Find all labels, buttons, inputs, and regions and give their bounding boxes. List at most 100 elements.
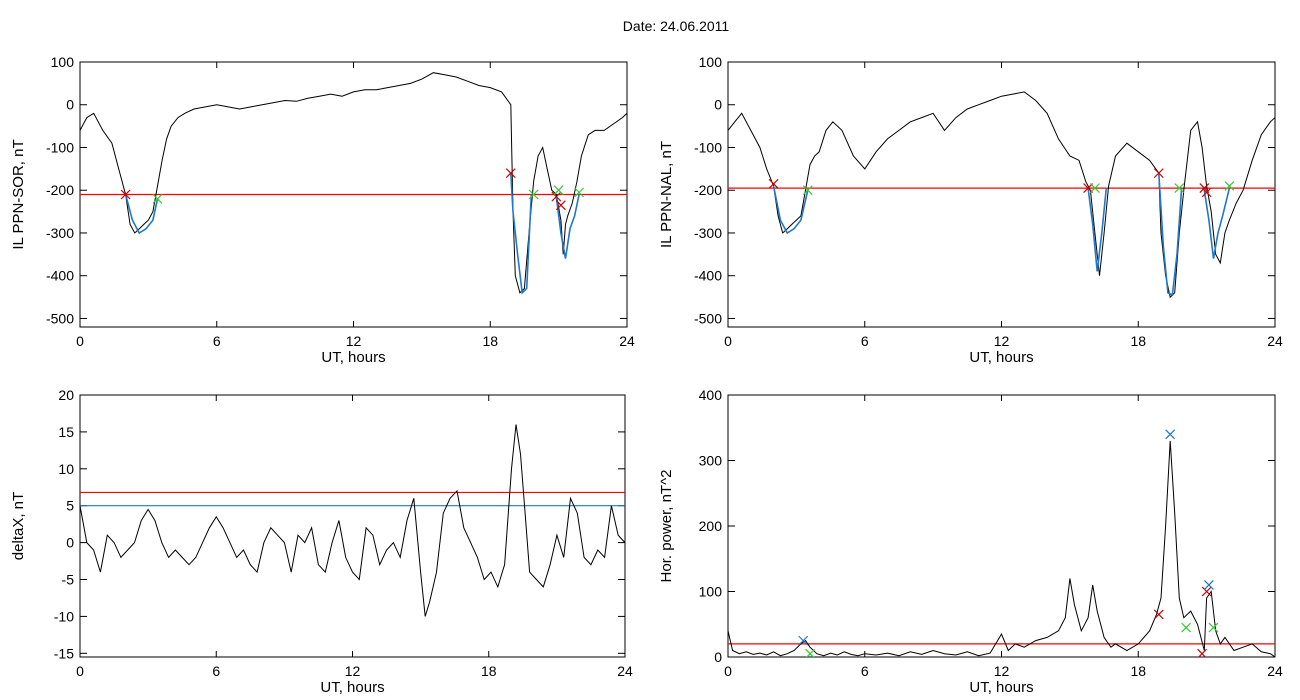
x-marker bbox=[505, 168, 516, 179]
x-tick-label: 0 bbox=[724, 663, 732, 679]
x-marker bbox=[152, 193, 163, 204]
x-axis-label: UT, hours bbox=[321, 349, 385, 366]
x-marker bbox=[574, 187, 585, 198]
x-marker bbox=[528, 189, 539, 200]
x-tick-label: 12 bbox=[346, 333, 362, 349]
y-tick-label: 0 bbox=[66, 535, 74, 551]
y-tick-label: -15 bbox=[54, 645, 74, 661]
y-tick-label: -100 bbox=[694, 139, 722, 155]
figure-title: Date: 24.06.2011 bbox=[622, 18, 730, 34]
series-line bbox=[80, 72, 627, 294]
x-marker bbox=[1153, 609, 1164, 620]
highlight-segment bbox=[510, 173, 533, 295]
y-tick-label: -400 bbox=[694, 268, 722, 284]
y-axis-label: Hor. power, nT^2 bbox=[658, 470, 675, 583]
y-tick-label: -400 bbox=[46, 268, 74, 284]
x-marker bbox=[798, 635, 809, 646]
x-tick-label: 12 bbox=[994, 663, 1010, 679]
x-marker bbox=[1224, 181, 1235, 191]
x-marker bbox=[120, 189, 131, 200]
chart-deltax: 0 6 12 18 24 20 15 10 5 0 -5 -10 -15 UT, hours deltaX,… bbox=[10, 387, 633, 696]
x-marker bbox=[1201, 586, 1212, 597]
plot-area bbox=[80, 424, 625, 617]
highlight-segment bbox=[772, 185, 809, 235]
x-marker bbox=[1203, 580, 1214, 590]
x-marker bbox=[768, 178, 779, 189]
x-marker bbox=[1090, 183, 1100, 194]
y-tick-label: 0 bbox=[714, 97, 722, 113]
highlight-segment bbox=[1087, 187, 1108, 272]
x-marker bbox=[1208, 622, 1219, 633]
x-tick-label: 6 bbox=[861, 333, 869, 349]
x-marker bbox=[1174, 183, 1185, 194]
x-marker bbox=[1197, 648, 1207, 657]
x-tick-label: 0 bbox=[76, 663, 84, 679]
x-axis-label: UT, hours bbox=[969, 349, 1033, 366]
y-tick-label: -5 bbox=[62, 572, 75, 588]
x-tick-label: 12 bbox=[994, 333, 1010, 349]
y-axis-label: IL PPN-NAL, nT bbox=[658, 141, 675, 248]
plot-area bbox=[728, 91, 1275, 299]
x-tick-label: 24 bbox=[1267, 333, 1283, 349]
y-tick-label: 400 bbox=[699, 387, 723, 403]
x-marker bbox=[805, 648, 815, 657]
plot-area bbox=[728, 429, 1275, 657]
y-tick-label: 10 bbox=[58, 461, 74, 477]
y-tick-label: 0 bbox=[714, 649, 722, 665]
x-tick-label: 18 bbox=[481, 663, 497, 679]
x-axis-label: UT, hours bbox=[969, 679, 1033, 696]
y-tick-label: 200 bbox=[699, 518, 723, 534]
chart-il-ppn-sor: 0 6 12 18 24 100 0 -100 -200 -300 -400 -500 UT, hour… bbox=[10, 54, 635, 366]
plot-frame bbox=[727, 61, 1276, 328]
x-marker bbox=[1153, 168, 1164, 179]
x-marker bbox=[1201, 187, 1212, 198]
series-line bbox=[80, 424, 625, 617]
y-tick-label: -500 bbox=[46, 310, 74, 326]
chart-hor-power: 0 6 12 18 24 400 300 200 100 0 UT, hours Hor. power… bbox=[658, 387, 1283, 696]
y-axis-label: IL PPN-SOR, nT bbox=[10, 139, 27, 249]
y-tick-label: 5 bbox=[66, 498, 74, 514]
x-axis-label: UT, hours bbox=[320, 679, 384, 696]
x-marker bbox=[802, 185, 813, 196]
plot-frame bbox=[79, 394, 626, 658]
y-tick-label: -300 bbox=[694, 225, 722, 241]
x-tick-label: 6 bbox=[861, 663, 869, 679]
x-tick-label: 0 bbox=[724, 333, 732, 349]
x-tick-label: 24 bbox=[1267, 663, 1283, 679]
highlight-segment bbox=[1203, 187, 1231, 259]
chart-il-ppn-nal: 0 6 12 18 24 100 0 -100 -200 -300 -400 -500 UT, hour… bbox=[658, 54, 1283, 366]
x-marker bbox=[553, 185, 564, 196]
y-tick-label: -200 bbox=[694, 182, 722, 198]
y-tick-label: -100 bbox=[46, 139, 74, 155]
plot-area bbox=[80, 72, 627, 295]
x-tick-label: 6 bbox=[213, 333, 221, 349]
y-tick-label: 100 bbox=[699, 54, 723, 70]
y-tick-label: 100 bbox=[51, 54, 75, 70]
x-tick-label: 18 bbox=[1130, 663, 1146, 679]
y-tick-label: -500 bbox=[694, 310, 722, 326]
x-tick-label: 12 bbox=[345, 663, 361, 679]
x-tick-label: 24 bbox=[619, 333, 635, 349]
x-tick-label: 24 bbox=[617, 663, 633, 679]
highlight-segment bbox=[1158, 173, 1183, 297]
y-tick-label: 300 bbox=[699, 453, 723, 469]
y-tick-label: 20 bbox=[58, 387, 74, 403]
y-tick-label: 15 bbox=[58, 424, 74, 440]
x-tick-label: 6 bbox=[212, 663, 220, 679]
series-line bbox=[728, 440, 1275, 657]
highlight-segment bbox=[124, 194, 159, 235]
x-marker bbox=[555, 200, 566, 211]
y-tick-label: -200 bbox=[46, 182, 74, 198]
plot-frame bbox=[727, 394, 1276, 658]
y-tick-label: 100 bbox=[699, 584, 723, 600]
x-marker bbox=[1181, 622, 1192, 633]
y-tick-label: -10 bbox=[54, 608, 74, 624]
series-line bbox=[728, 91, 1275, 299]
x-marker bbox=[551, 191, 562, 202]
highlight-segment bbox=[555, 194, 580, 259]
y-tick-label: 0 bbox=[66, 97, 74, 113]
x-tick-label: 0 bbox=[76, 333, 84, 349]
y-axis-label: deltaX, nT bbox=[10, 492, 27, 560]
y-tick-label: -300 bbox=[46, 225, 74, 241]
